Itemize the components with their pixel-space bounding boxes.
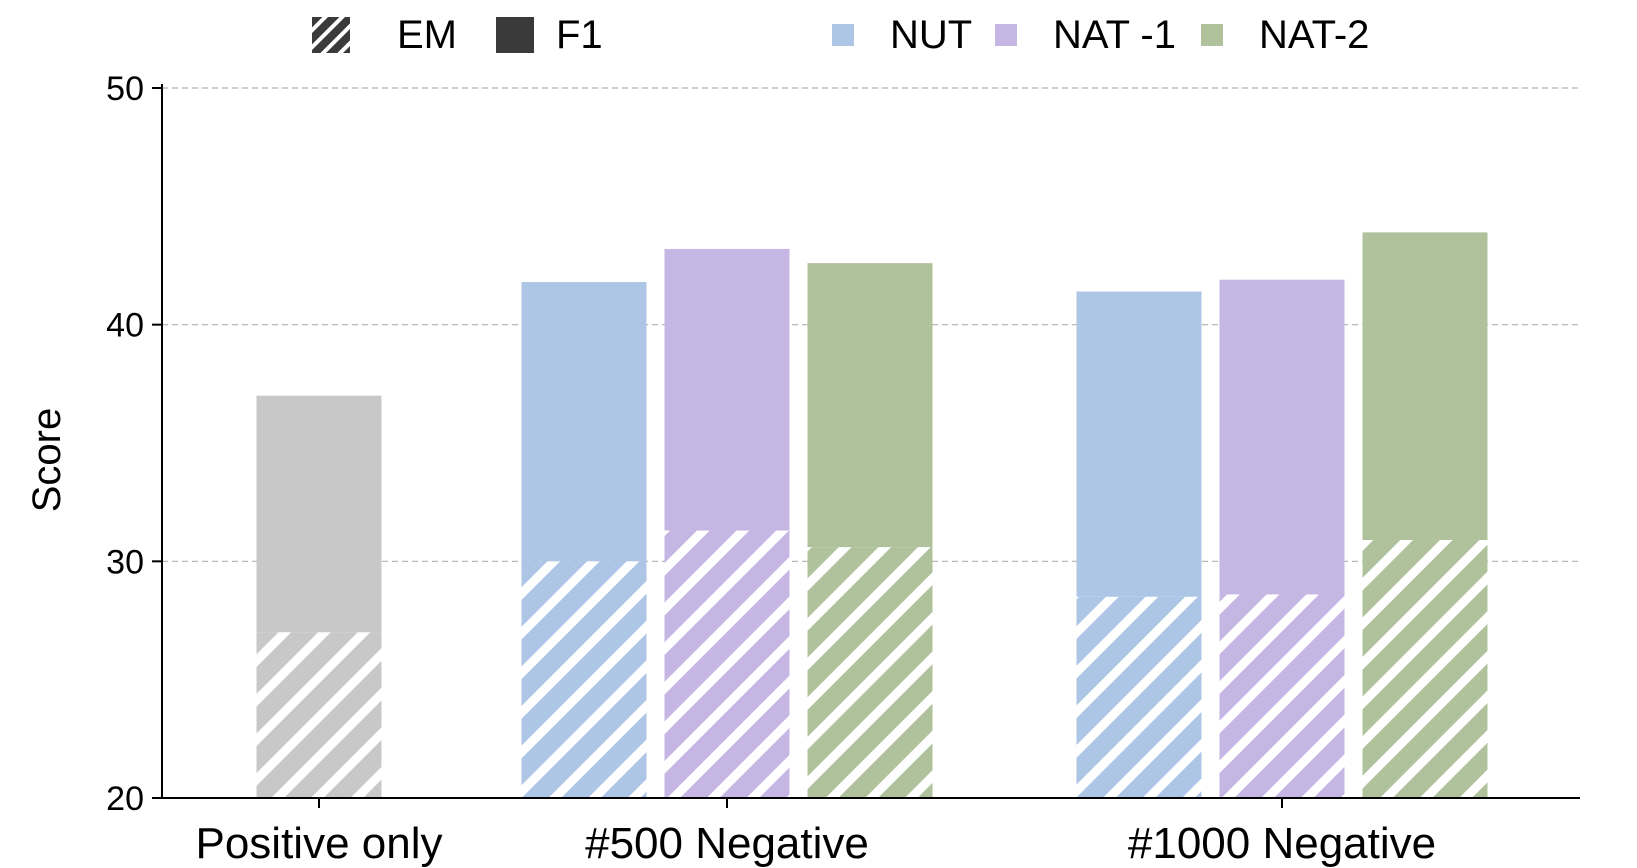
- bar-em-hatch: [1076, 596, 1202, 798]
- bar-em-hatch: [807, 547, 933, 798]
- legend-label: EM: [397, 13, 457, 57]
- y-tick-label: 40: [106, 307, 144, 345]
- bar-f1: [664, 248, 790, 531]
- legend-swatch-color: [995, 24, 1017, 46]
- bar-em-hatch: [664, 530, 790, 798]
- bar-em-hatch: [521, 561, 647, 798]
- bar-f1: [1362, 232, 1488, 541]
- y-tick-label: 50: [106, 70, 144, 108]
- legend-label: NUT: [890, 13, 972, 57]
- bar-f1: [256, 395, 382, 633]
- bar-f1: [521, 282, 647, 562]
- bars: [256, 232, 1488, 798]
- legend-label: NAT -1: [1053, 13, 1176, 57]
- bar-f1: [807, 263, 933, 548]
- x-tick-label: #1000 Negative: [1128, 819, 1436, 868]
- y-tick-label: 30: [106, 543, 144, 581]
- axes: 20 30 40 50 Positive only #500 Negative #1000 …: [106, 70, 1580, 868]
- legend-swatch-hatch: [312, 17, 350, 53]
- legend-label: F1: [556, 13, 603, 57]
- legend-swatch-solid: [496, 17, 534, 53]
- x-tick-label: Positive only: [195, 819, 442, 868]
- bar-em-hatch: [256, 632, 382, 798]
- legend-label: NAT-2: [1259, 13, 1369, 57]
- bar-em-hatch: [1219, 594, 1345, 798]
- bar-f1: [1076, 291, 1202, 597]
- legend-swatch-color: [1201, 24, 1223, 46]
- x-tick-label: #500 Negative: [585, 819, 869, 868]
- legend: EM F1 NUT NAT -1 NAT-2: [312, 13, 1369, 57]
- bar-f1: [1219, 279, 1345, 595]
- bar-em-hatch: [1362, 540, 1488, 798]
- legend-swatch-color: [832, 24, 854, 46]
- y-tick-label: 20: [106, 780, 144, 818]
- y-axis-label: Score: [25, 408, 69, 513]
